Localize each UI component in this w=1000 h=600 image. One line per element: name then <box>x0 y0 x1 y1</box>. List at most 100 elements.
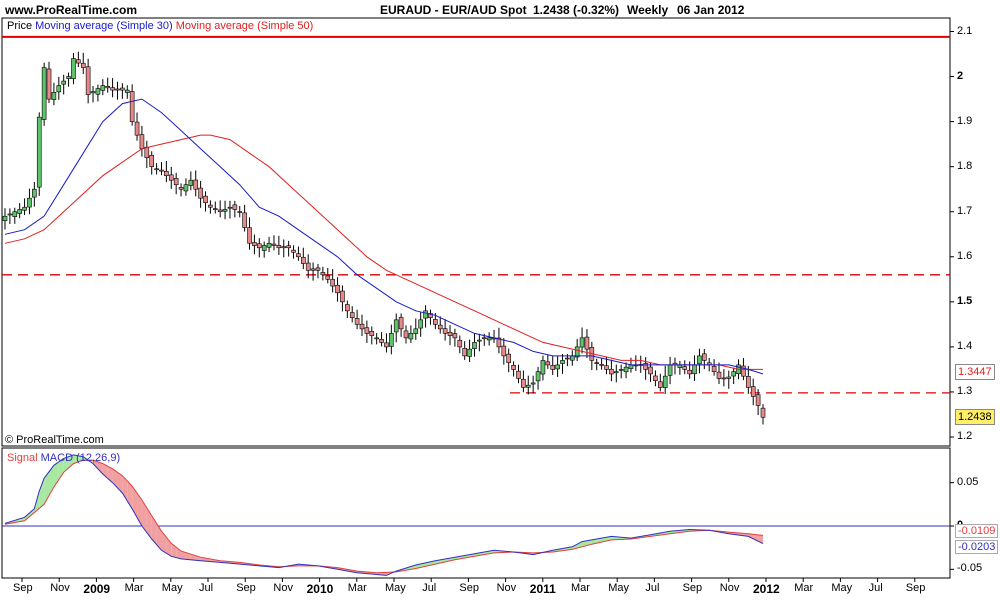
candle-body <box>697 355 702 365</box>
macd-histogram-fill <box>748 533 754 539</box>
macd-y-tick-label: 0.05 <box>957 475 979 488</box>
candle-body <box>76 59 81 64</box>
candle-body <box>379 339 384 343</box>
candle-body <box>579 337 585 348</box>
candle-body <box>662 375 668 388</box>
candle-body <box>721 377 727 380</box>
candle-body <box>291 249 296 253</box>
candle-body <box>276 245 282 249</box>
macd-histogram-fill <box>185 552 191 560</box>
candle-body <box>731 371 736 377</box>
candle-body <box>667 364 673 376</box>
candle-body <box>711 366 717 372</box>
candle-body <box>437 324 443 330</box>
candle-body <box>574 346 580 358</box>
candle-body <box>741 365 746 377</box>
candle-body <box>447 331 453 336</box>
candle-body <box>413 328 419 334</box>
candle-body <box>760 407 766 418</box>
candle-body <box>66 76 71 79</box>
candle-body <box>80 62 86 68</box>
period-label: Weekly <box>627 3 669 17</box>
macd-histogram-fill <box>132 486 138 518</box>
candle-body <box>242 212 247 228</box>
candle-body <box>120 87 125 91</box>
candle-body <box>594 362 600 364</box>
x-tick-label: Nov <box>50 582 70 594</box>
price-y-tick-label: 1.3 <box>957 384 973 397</box>
candle-body <box>237 211 243 213</box>
x-tick-label: Sep <box>905 582 926 594</box>
macd-histogram-fill <box>611 536 617 540</box>
candle-body <box>755 394 761 406</box>
candle-body <box>7 213 13 216</box>
candle-body <box>345 304 350 312</box>
x-tick-label: May <box>831 582 853 594</box>
macd-histogram-fill <box>107 466 113 483</box>
candle-body <box>525 384 531 388</box>
macd-histogram-fill <box>127 480 133 509</box>
candle-body <box>271 243 277 246</box>
candle-body <box>359 323 365 330</box>
macd-histogram-fill <box>58 458 64 480</box>
candle-body <box>100 85 106 91</box>
candle-body <box>212 208 218 210</box>
candle-body <box>716 371 722 379</box>
macd-histogram-fill <box>44 471 50 505</box>
candle-body <box>643 363 648 370</box>
macd-line <box>4 454 764 576</box>
x-tick-label: Jul <box>868 582 883 594</box>
price-y-tick-label: 2 <box>957 69 964 82</box>
candle-body <box>349 312 355 318</box>
candle-body <box>41 67 47 120</box>
candle-body <box>110 87 115 91</box>
x-tick-label: May <box>161 582 183 594</box>
candle-body <box>565 357 570 360</box>
quote-value: 1.2438 (-0.32%) <box>533 3 620 17</box>
candle-body <box>746 376 751 388</box>
x-tick-label: May <box>385 582 406 594</box>
candle-body <box>486 337 492 341</box>
candle-body <box>178 187 184 190</box>
macd-histogram-fill <box>176 547 182 559</box>
site-name[interactable]: www.ProRealTime.com <box>5 3 138 17</box>
x-tick-label: 2011 <box>529 582 556 596</box>
candle-body <box>56 85 62 93</box>
price-y-tick-label: 1.7 <box>957 204 973 217</box>
candle-body <box>310 268 316 271</box>
x-tick-label: 2009 <box>83 582 111 596</box>
candle-body <box>164 171 169 176</box>
x-tick-label: Mar <box>794 582 814 594</box>
x-tick-label: Jul <box>422 582 437 594</box>
candle-body <box>183 184 189 192</box>
copyright-text: © ProRealTime.com <box>5 434 104 446</box>
candle-body <box>36 116 42 188</box>
candle-body <box>266 242 272 248</box>
candle-body <box>144 146 150 158</box>
candle-body <box>22 206 27 211</box>
candle-body <box>481 337 487 340</box>
candle-body <box>222 209 228 212</box>
x-tick-label: Sep <box>236 582 256 594</box>
candle-body <box>203 195 208 204</box>
candle-body <box>286 245 291 249</box>
candle-body <box>521 378 526 388</box>
macd-histogram-fill <box>49 465 54 496</box>
macd-histogram-fill <box>171 543 177 558</box>
candle-body <box>403 330 409 339</box>
candle-body <box>159 169 164 172</box>
candle-body <box>252 242 257 246</box>
candle-body <box>139 134 145 149</box>
candle-body <box>648 366 653 375</box>
x-tick-label: Nov <box>273 582 293 594</box>
candle-body <box>560 360 565 364</box>
candle-body <box>315 267 321 271</box>
candle-body <box>46 68 52 100</box>
candle-body <box>658 381 663 388</box>
candle-body <box>726 376 732 379</box>
price-y-tick-label: 1.8 <box>957 159 973 172</box>
candle-body <box>193 179 199 190</box>
candle-body <box>105 86 110 89</box>
macd-panel-border <box>1 447 951 579</box>
